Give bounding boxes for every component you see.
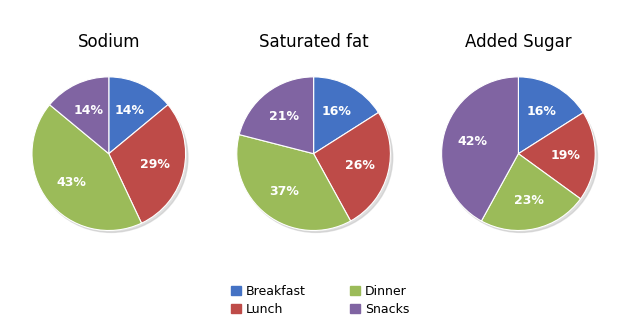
Title: Saturated fat: Saturated fat (259, 33, 369, 51)
Text: 16%: 16% (527, 106, 556, 118)
Wedge shape (442, 77, 518, 221)
Ellipse shape (239, 83, 393, 232)
Wedge shape (518, 112, 595, 199)
Text: 26%: 26% (345, 159, 374, 172)
Wedge shape (109, 77, 168, 154)
Text: 21%: 21% (269, 110, 300, 123)
Wedge shape (314, 112, 390, 221)
Text: 19%: 19% (551, 149, 581, 162)
Wedge shape (518, 77, 583, 154)
Wedge shape (481, 154, 580, 231)
Wedge shape (109, 105, 186, 223)
Wedge shape (237, 135, 351, 231)
Text: 23%: 23% (514, 194, 544, 207)
Wedge shape (32, 105, 141, 231)
Wedge shape (239, 77, 314, 154)
Title: Sodium: Sodium (77, 33, 140, 51)
Wedge shape (50, 77, 109, 154)
Title: Added Sugar: Added Sugar (465, 33, 572, 51)
Text: 43%: 43% (56, 176, 86, 189)
Text: 14%: 14% (74, 104, 104, 117)
Ellipse shape (444, 83, 598, 232)
Legend: Breakfast, Lunch, Dinner, Snacks: Breakfast, Lunch, Dinner, Snacks (226, 280, 414, 321)
Ellipse shape (35, 83, 188, 232)
Text: 14%: 14% (114, 104, 144, 117)
Text: 42%: 42% (457, 135, 487, 148)
Wedge shape (314, 77, 378, 154)
Text: 16%: 16% (322, 106, 351, 118)
Text: 37%: 37% (269, 185, 300, 198)
Text: 29%: 29% (140, 158, 170, 171)
